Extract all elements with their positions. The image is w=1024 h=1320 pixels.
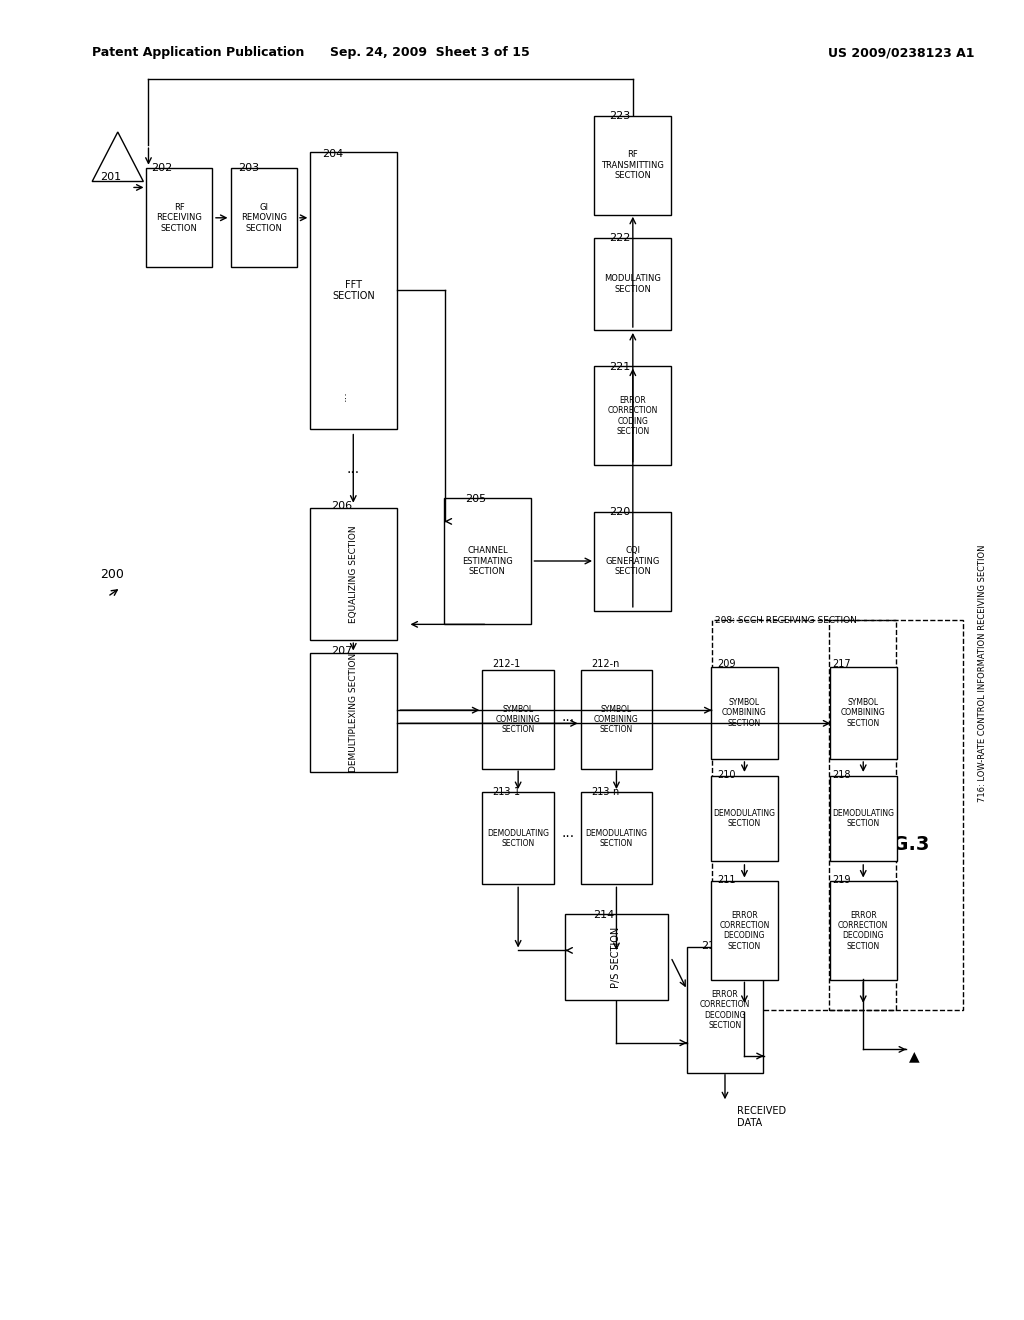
FancyBboxPatch shape (444, 499, 530, 624)
FancyBboxPatch shape (309, 653, 397, 772)
Text: DEMODULATING
SECTION: DEMODULATING SECTION (586, 829, 647, 847)
Text: RECEIVED
DATA: RECEIVED DATA (737, 1106, 786, 1127)
Text: 211: 211 (717, 875, 735, 886)
Text: DEMODULATING
SECTION: DEMODULATING SECTION (833, 809, 894, 828)
Text: 204: 204 (323, 149, 344, 160)
FancyBboxPatch shape (829, 882, 897, 979)
FancyBboxPatch shape (145, 169, 213, 267)
Text: DEMULTIPLEXING SECTION: DEMULTIPLEXING SECTION (349, 653, 357, 772)
Text: 223: 223 (609, 111, 631, 121)
Text: 221: 221 (609, 362, 631, 372)
Text: ERROR
CORRECTION
CODING
SECTION: ERROR CORRECTION CODING SECTION (607, 396, 658, 436)
Text: 214: 214 (593, 909, 614, 920)
FancyBboxPatch shape (309, 152, 397, 429)
Text: DEMODULATING
SECTION: DEMODULATING SECTION (487, 829, 549, 847)
Text: MODULATING
SECTION: MODULATING SECTION (604, 275, 662, 293)
Text: 207: 207 (331, 645, 352, 656)
Text: 200: 200 (100, 568, 124, 581)
Text: GI
REMOVING
SECTION: GI REMOVING SECTION (242, 203, 287, 232)
Text: 209: 209 (717, 659, 735, 669)
Text: 205: 205 (465, 494, 486, 504)
Text: SYMBOL
COMBINING
SECTION: SYMBOL COMBINING SECTION (594, 705, 639, 734)
Text: 210: 210 (717, 770, 735, 780)
FancyBboxPatch shape (594, 116, 672, 214)
Text: US 2009/0238123 A1: US 2009/0238123 A1 (827, 46, 975, 59)
Text: ...: ... (561, 826, 574, 840)
Text: 212-n: 212-n (591, 659, 620, 669)
Text: ▲: ▲ (909, 1049, 920, 1063)
Text: CHANNEL
ESTIMATING
SECTION: CHANNEL ESTIMATING SECTION (462, 546, 513, 576)
Text: SYMBOL
COMBINING
SECTION: SYMBOL COMBINING SECTION (722, 698, 767, 727)
FancyBboxPatch shape (711, 667, 778, 759)
FancyBboxPatch shape (581, 792, 652, 884)
Text: EQUALIZING SECTION: EQUALIZING SECTION (349, 525, 357, 623)
Text: FIG.3: FIG.3 (872, 836, 930, 854)
Text: Sep. 24, 2009  Sheet 3 of 15: Sep. 24, 2009 Sheet 3 of 15 (330, 46, 530, 59)
Text: 213-1: 213-1 (493, 787, 520, 797)
FancyBboxPatch shape (594, 512, 672, 610)
Text: 220: 220 (609, 507, 631, 517)
Text: 218: 218 (833, 770, 851, 780)
FancyBboxPatch shape (565, 913, 668, 1001)
FancyBboxPatch shape (711, 882, 778, 979)
FancyBboxPatch shape (711, 776, 778, 861)
FancyBboxPatch shape (482, 671, 554, 768)
Text: 201: 201 (100, 172, 122, 182)
Text: FFT
SECTION: FFT SECTION (332, 280, 375, 301)
FancyBboxPatch shape (594, 366, 672, 465)
Text: RF
RECEIVING
SECTION: RF RECEIVING SECTION (157, 203, 202, 232)
FancyBboxPatch shape (594, 238, 672, 330)
Text: 215: 215 (701, 941, 723, 952)
Text: 208: SCCH RECEIVING SECTION: 208: SCCH RECEIVING SECTION (715, 616, 857, 626)
FancyBboxPatch shape (231, 169, 297, 267)
Text: 222: 222 (609, 232, 631, 243)
Text: 212-1: 212-1 (493, 659, 521, 669)
Text: 213-n: 213-n (591, 787, 620, 797)
FancyBboxPatch shape (581, 671, 652, 768)
Text: SYMBOL
COMBINING
SECTION: SYMBOL COMBINING SECTION (841, 698, 886, 727)
Text: SYMBOL
COMBINING
SECTION: SYMBOL COMBINING SECTION (496, 705, 541, 734)
Text: 716: LOW-RATE CONTROL INFORMATION RECEIVING SECTION: 716: LOW-RATE CONTROL INFORMATION RECEIV… (978, 544, 987, 803)
Text: 217: 217 (833, 659, 851, 669)
Text: 203: 203 (239, 162, 260, 173)
FancyBboxPatch shape (829, 776, 897, 861)
FancyBboxPatch shape (829, 667, 897, 759)
Text: DEMODULATING
SECTION: DEMODULATING SECTION (714, 809, 775, 828)
FancyBboxPatch shape (686, 948, 763, 1072)
Text: 202: 202 (152, 162, 173, 173)
Text: CQI
GENERATING
SECTION: CQI GENERATING SECTION (605, 546, 660, 576)
Text: ERROR
CORRECTION
DECODING
SECTION: ERROR CORRECTION DECODING SECTION (719, 911, 770, 950)
Text: RF
TRANSMITTING
SECTION: RF TRANSMITTING SECTION (601, 150, 665, 180)
Text: 206: 206 (331, 500, 352, 511)
Text: Patent Application Publication: Patent Application Publication (92, 46, 304, 59)
Text: ERROR
CORRECTION
DECODING
SECTION: ERROR CORRECTION DECODING SECTION (838, 911, 889, 950)
FancyBboxPatch shape (309, 508, 397, 640)
Text: P/S SECTION: P/S SECTION (611, 927, 622, 987)
FancyBboxPatch shape (482, 792, 554, 884)
Text: ...: ... (338, 391, 348, 401)
Text: ERROR
CORRECTION
DECODING
SECTION: ERROR CORRECTION DECODING SECTION (699, 990, 751, 1030)
Text: 219: 219 (833, 875, 851, 886)
Text: ...: ... (346, 462, 359, 475)
Text: ...: ... (561, 710, 574, 723)
